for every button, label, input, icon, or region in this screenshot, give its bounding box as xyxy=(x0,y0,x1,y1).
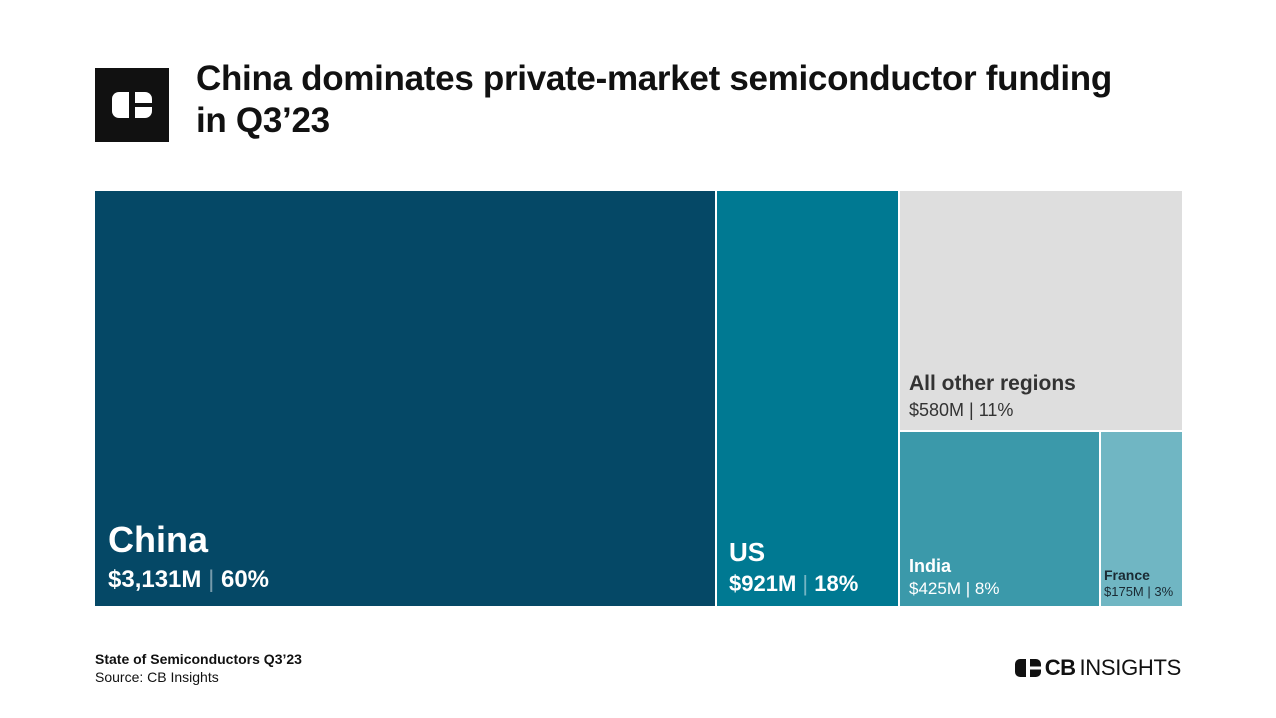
tile-label: China xyxy=(108,519,209,560)
tile-label: France xyxy=(1104,567,1150,583)
brand-insights: INSIGHTS xyxy=(1079,655,1182,680)
report-name: State of Semiconductors Q3’23 xyxy=(95,651,302,667)
cb-logo-icon xyxy=(95,68,169,142)
share-label: 3% xyxy=(1154,584,1174,599)
share-label: 18% xyxy=(814,571,859,596)
value-label: $921M xyxy=(729,571,797,596)
brand-logo: CB INSIGHTS xyxy=(1014,655,1182,681)
title-line-2: in Q3’23 xyxy=(196,101,330,140)
brand-cb: CB xyxy=(1044,655,1076,680)
page-title: China dominates private-market semicondu… xyxy=(196,58,1196,142)
title-line-1: China dominates private-market semicondu… xyxy=(196,59,1112,98)
tile-label: India xyxy=(909,556,952,576)
treemap-tile-other-regions: All other regions $580M | 11% xyxy=(900,191,1182,430)
share-label: 11% xyxy=(978,400,1014,420)
treemap-tile-india: India $425M | 8% xyxy=(900,432,1099,606)
share-label: 60% xyxy=(220,566,270,593)
tile-value: $921M | 18% xyxy=(729,571,859,596)
treemap-tile-us: US $921M | 18% xyxy=(717,191,898,606)
tile-label: All other regions xyxy=(909,372,1076,395)
tile-value: $425M | 8% xyxy=(909,579,1000,598)
share-label: 8% xyxy=(974,579,1000,598)
value-label: $580M xyxy=(909,400,965,420)
treemap-tile-china: China $3,131M | 60% xyxy=(95,191,715,606)
tile-value: $580M | 11% xyxy=(909,400,1014,420)
value-label: $3,131M xyxy=(108,566,202,593)
tile-value: $175M | 3% xyxy=(1104,584,1174,599)
treemap-tile-france: France $175M | 3% xyxy=(1101,432,1182,606)
value-label: $175M xyxy=(1104,584,1144,599)
source-note: Source: CB Insights xyxy=(95,669,219,685)
value-label: $425M xyxy=(909,579,961,598)
cb-logo-icon xyxy=(1014,659,1041,677)
tile-label: US xyxy=(729,537,766,567)
tile-value: $3,131M | 60% xyxy=(108,566,270,593)
